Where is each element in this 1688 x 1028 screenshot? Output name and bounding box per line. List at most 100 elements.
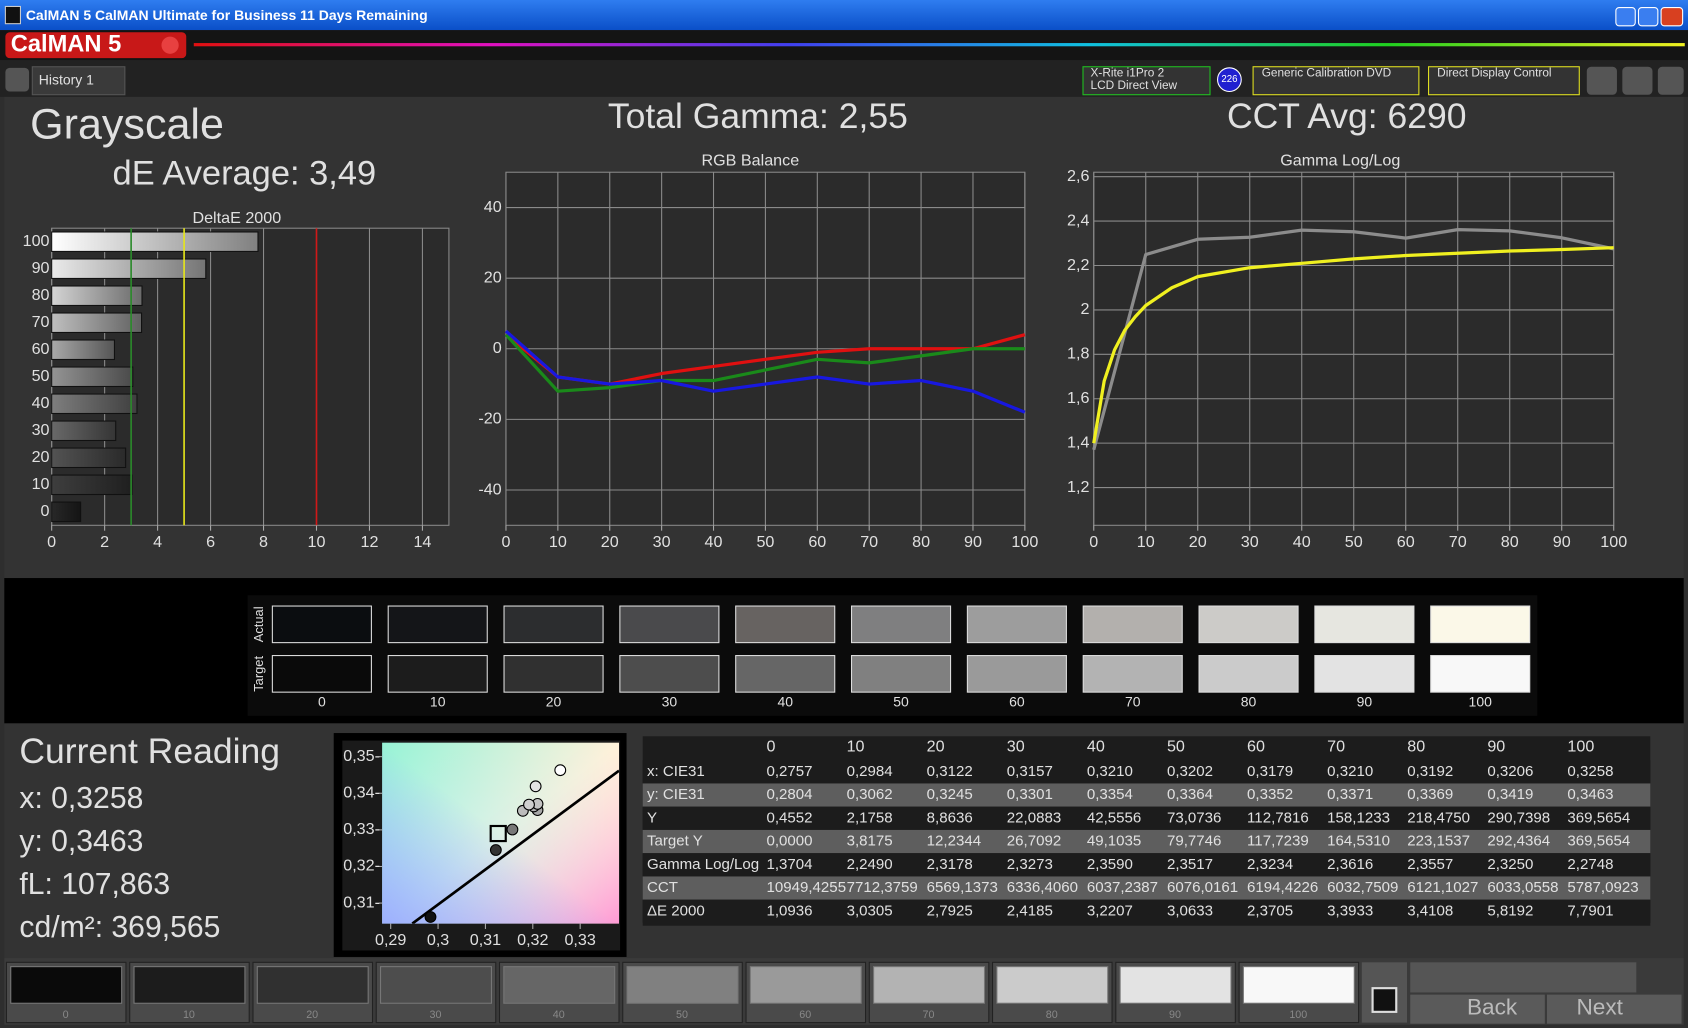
target-swatch <box>387 655 488 693</box>
meter-selector[interactable] <box>1082 66 1211 96</box>
x-tick-label: 60 <box>808 533 826 551</box>
playback-controls[interactable] <box>1410 962 1637 993</box>
table-row <box>642 876 1651 900</box>
table-row <box>642 783 1651 807</box>
x-tick-label: 80 <box>912 533 930 551</box>
logo-button[interactable] <box>5 32 187 59</box>
table-cell: 218,4750 <box>1407 809 1470 826</box>
table-cell: 79,7746 <box>1167 833 1221 850</box>
actual-swatch <box>1198 605 1299 644</box>
y-tick-label: 30 <box>32 421 50 439</box>
table-header: 100 <box>1567 737 1594 755</box>
y-tick-label: 20 <box>484 268 502 286</box>
bar <box>51 501 82 523</box>
actual-swatch <box>1430 605 1531 644</box>
bar <box>51 312 143 333</box>
table-header: 40 <box>1087 737 1105 755</box>
table-cell: 42,5556 <box>1087 809 1141 826</box>
table-cell: 8,8636 <box>927 809 973 826</box>
footer-swatch-label: 50 <box>676 1009 688 1021</box>
section-title: Grayscale <box>30 100 224 148</box>
footer-swatch <box>503 966 616 1004</box>
table-cell: 0,2757 <box>766 763 812 780</box>
y-tick-label: 1,6 <box>1067 389 1089 407</box>
actual-swatch <box>1082 605 1183 644</box>
table-cell: 0,3202 <box>1167 763 1213 780</box>
table-cell: 158,1233 <box>1327 809 1390 826</box>
help-button[interactable] <box>1622 66 1653 95</box>
table-cell: 2,3178 <box>927 856 973 873</box>
swatch-label: 80 <box>1241 694 1257 710</box>
source-selector[interactable] <box>1252 66 1420 96</box>
app-icon <box>4 5 21 25</box>
nav-button[interactable] <box>5 67 30 92</box>
table-cell: 223,1537 <box>1407 833 1470 850</box>
actual-swatch <box>503 605 604 644</box>
y-tick-label: 2,6 <box>1067 167 1089 185</box>
table-cell: 0,3301 <box>1007 786 1053 803</box>
target-swatch <box>966 655 1067 693</box>
swatch-label: 70 <box>1125 694 1141 710</box>
table-cell: 6076,0161 <box>1167 879 1238 896</box>
y-tick-label: 2 <box>1080 300 1089 318</box>
reading-x: x: 0,3258 <box>19 782 143 815</box>
bar <box>51 285 143 306</box>
y-tick-label: 40 <box>484 198 502 216</box>
table-row <box>642 760 1651 784</box>
y-tick-label: 90 <box>32 259 50 277</box>
table-cell: 0,3463 <box>1567 786 1613 803</box>
x-tick-label: 10 <box>308 533 326 551</box>
display-selector[interactable] <box>1428 66 1580 96</box>
row-label: Gamma Log/Log <box>647 856 759 873</box>
table-header: 20 <box>927 737 945 755</box>
table-header: 0 <box>766 737 775 755</box>
cct-average: CCT Avg: 6290 <box>1227 96 1467 136</box>
table-header: 60 <box>1247 737 1265 755</box>
table-cell: 0,3364 <box>1167 786 1213 803</box>
table-cell: 2,3557 <box>1407 856 1453 873</box>
collapse-button[interactable] <box>1657 66 1684 95</box>
table-cell: 7712,3759 <box>847 879 918 896</box>
table-cell: 112,7816 <box>1247 809 1309 826</box>
maximize-button[interactable] <box>1637 6 1659 27</box>
footer-swatch <box>996 966 1109 1004</box>
close-button[interactable] <box>1660 6 1684 27</box>
reading-y: y: 0,3463 <box>19 825 143 858</box>
table-cell: 2,3234 <box>1247 856 1293 873</box>
y-tick-label: 2,4 <box>1067 211 1089 229</box>
target-swatch <box>850 655 952 693</box>
settings-button[interactable] <box>1586 66 1617 95</box>
x-tick-label: 80 <box>1501 533 1519 551</box>
row-label: CCT <box>647 879 678 896</box>
next-button[interactable] <box>1546 994 1682 1024</box>
footer-swatch <box>626 966 739 1004</box>
cie-point <box>529 780 542 793</box>
meter-line1: X-Rite i1Pro 2 <box>1091 65 1165 79</box>
footer-swatch <box>256 966 369 1004</box>
footer-swatch-label: 0 <box>63 1009 69 1021</box>
minimize-button[interactable] <box>1615 6 1636 27</box>
y-tick-label: 80 <box>32 286 50 304</box>
table-header: 80 <box>1407 737 1425 755</box>
actual-swatch <box>735 605 836 644</box>
footer-swatch-label: 30 <box>429 1009 441 1021</box>
table-cell: 6032,7509 <box>1327 879 1398 896</box>
source-label: Generic Calibration DVD <box>1262 65 1392 79</box>
table-cell: 3,3933 <box>1327 902 1373 919</box>
table-row <box>642 806 1651 830</box>
back-button[interactable] <box>1410 994 1545 1024</box>
swatch-label: 100 <box>1469 694 1493 710</box>
swatch-label: 60 <box>1009 694 1025 710</box>
table-cell: 0,3062 <box>847 786 893 803</box>
table-cell: 0,0000 <box>766 833 812 850</box>
reading-cdm2: cd/m²: 369,565 <box>19 911 220 944</box>
table-cell: 3,0305 <box>847 902 893 919</box>
table-cell: 0,3122 <box>927 763 973 780</box>
table-row <box>642 829 1651 854</box>
table-cell: 6336,4060 <box>1007 879 1078 896</box>
actual-swatch <box>1314 605 1415 644</box>
tab[interactable] <box>31 66 126 96</box>
y-tick-label: 0,31- <box>343 893 380 911</box>
x-tick-label: 70 <box>860 533 878 551</box>
